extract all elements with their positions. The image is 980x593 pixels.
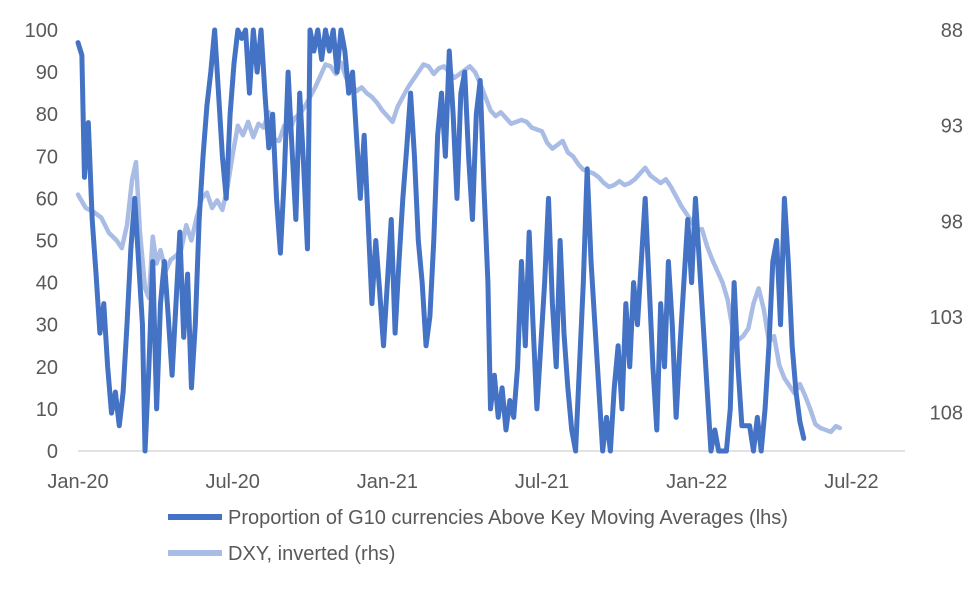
y-left-tick-label: 20 (36, 357, 58, 379)
y-right-tick-label: 93 (941, 116, 963, 138)
y-right-tick-label: 88 (941, 20, 963, 42)
y-left-tick-label: 60 (36, 188, 58, 210)
x-tick-label: Jan-20 (47, 471, 108, 493)
x-tick-label: Jan-21 (357, 471, 418, 493)
x-tick-label: Jul-21 (515, 471, 569, 493)
y-left-tick-label: 30 (36, 315, 58, 337)
x-tick-label: Jan-22 (666, 471, 727, 493)
y-left-tick-label: 10 (36, 399, 58, 421)
y-left-tick-label: 80 (36, 104, 58, 126)
legend-label-lhs-series: Proportion of G10 currencies Above Key M… (228, 507, 788, 529)
x-tick-label: Jul-20 (205, 471, 259, 493)
y-right-tick-label: 98 (941, 211, 963, 233)
x-axis: Jan-20 Jul-20 Jan-21 Jul-21 Jan-22 Jul-22 (47, 471, 878, 493)
series-line-g10-proportion (75, 27, 807, 454)
y-left-axis: 0 10 20 30 40 50 60 70 80 90 100 (25, 20, 58, 463)
y-right-axis: 88 93 98 103 108 (930, 20, 963, 425)
y-left-tick-label: 50 (36, 231, 58, 253)
y-right-tick-label: 103 (930, 307, 963, 329)
y-left-tick-label: 100 (25, 20, 58, 42)
series-layer (75, 27, 843, 454)
legend: Proportion of G10 currencies Above Key M… (168, 507, 788, 565)
y-left-tick-label: 90 (36, 62, 58, 84)
series-line-dxy-inverted (75, 60, 843, 435)
y-left-tick-label: 40 (36, 273, 58, 295)
y-right-tick-label: 108 (930, 403, 963, 425)
y-left-tick-label: 0 (47, 441, 58, 463)
legend-label-rhs-series: DXY, inverted (rhs) (228, 543, 395, 565)
y-left-tick-label: 70 (36, 146, 58, 168)
x-tick-label: Jul-22 (824, 471, 878, 493)
